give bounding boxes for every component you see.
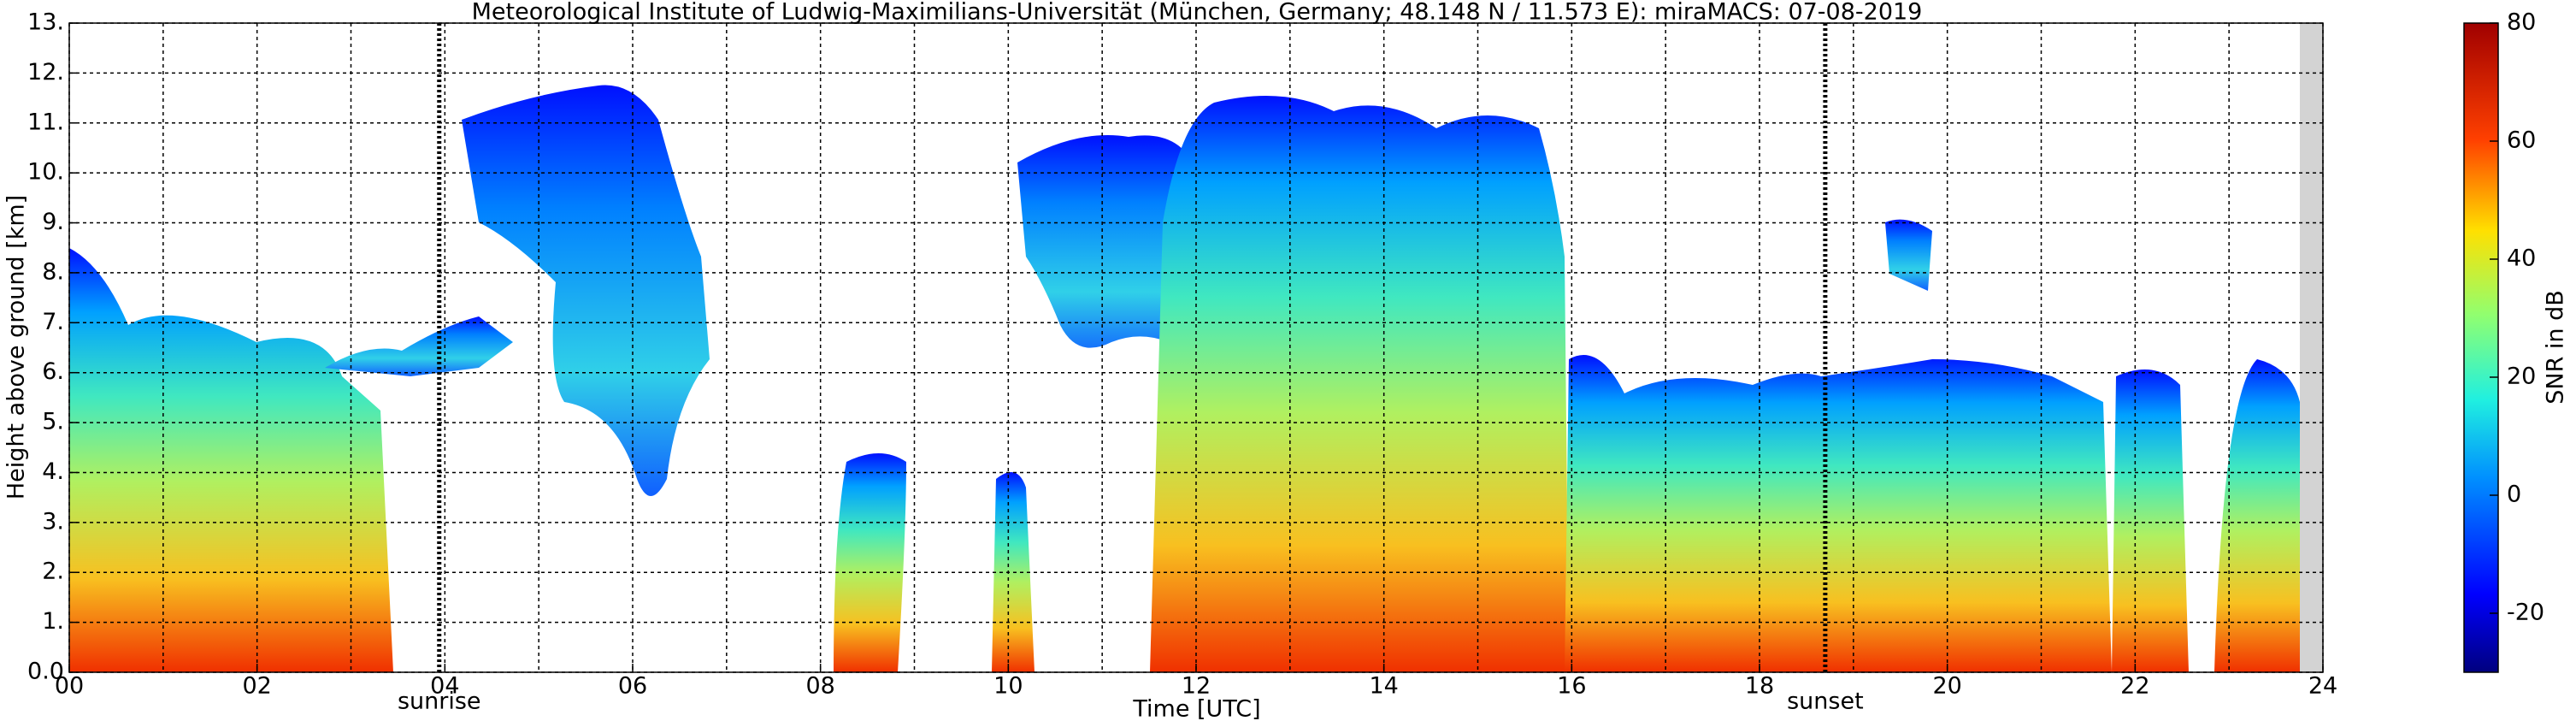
x-tick-label: 00 (55, 673, 84, 700)
y-tick-label: 1. (42, 608, 64, 635)
y-tick-label: 0.0 (27, 659, 64, 685)
x-axis-label: Time [UTC] (1132, 696, 1260, 723)
colorbar-tick-label: 80 (2507, 9, 2536, 36)
x-tick-label: 02 (242, 673, 271, 700)
echo-region (1150, 96, 1569, 672)
x-tick-label: 04 (430, 673, 459, 700)
x-tick-label: 24 (2308, 673, 2337, 700)
echo-region (462, 85, 710, 496)
x-tick-label: 06 (618, 673, 647, 700)
no-data-region (2300, 23, 2323, 672)
y-tick-label: 12. (27, 59, 64, 86)
y-tick-label: 9. (42, 209, 64, 235)
echo-region (2112, 369, 2189, 672)
colorbar: SNR in dB (2463, 22, 2569, 673)
chart-title: Meteorological Institute of Ludwig-Maxim… (472, 0, 1923, 26)
echo-region (1565, 355, 2112, 672)
y-tick-label: 3. (42, 508, 64, 535)
event-label: sunrise (398, 689, 481, 715)
x-tick-label: 10 (993, 673, 1023, 700)
colorbar-label: SNR in dB (2543, 290, 2569, 405)
y-tick-label: 8. (42, 258, 64, 285)
y-tick-label: 7. (42, 309, 64, 335)
plot-area (68, 22, 2324, 673)
echoes (69, 23, 2323, 672)
echo-region (2214, 359, 2304, 672)
y-tick-label: 2. (42, 559, 64, 585)
echo-region (325, 316, 513, 376)
colorbar-tick-label: 40 (2507, 245, 2536, 272)
y-axis-label: Height above ground [km] (3, 195, 30, 499)
y-tick-label: 11. (27, 109, 64, 135)
colorbar-tick-label: -20 (2507, 600, 2544, 626)
x-tick-label: 14 (1369, 673, 1398, 700)
colorbar-tick-label: 0 (2507, 482, 2521, 508)
x-tick-label: 16 (1557, 673, 1586, 700)
event-label: sunset (1787, 689, 1864, 715)
x-tick-label: 08 (805, 673, 834, 700)
colorbar-tick-label: 20 (2507, 364, 2536, 390)
y-tick-label: 4. (42, 458, 64, 485)
x-tick-label: 20 (1932, 673, 1961, 700)
echo-region (834, 453, 906, 672)
y-tick-label: 10. (27, 159, 64, 186)
colorbar-scale (2463, 22, 2499, 673)
x-tick-label: 22 (2120, 673, 2149, 700)
echo-region (69, 248, 393, 672)
y-tick-label: 13. (27, 9, 64, 36)
x-tick-label: 18 (1745, 673, 1774, 700)
y-tick-label: 5. (42, 409, 64, 435)
colorbar-tick-label: 60 (2507, 127, 2536, 154)
y-tick-label: 6. (42, 358, 64, 385)
echo-region (1017, 135, 1197, 359)
x-tick-label: 12 (1182, 673, 1211, 700)
